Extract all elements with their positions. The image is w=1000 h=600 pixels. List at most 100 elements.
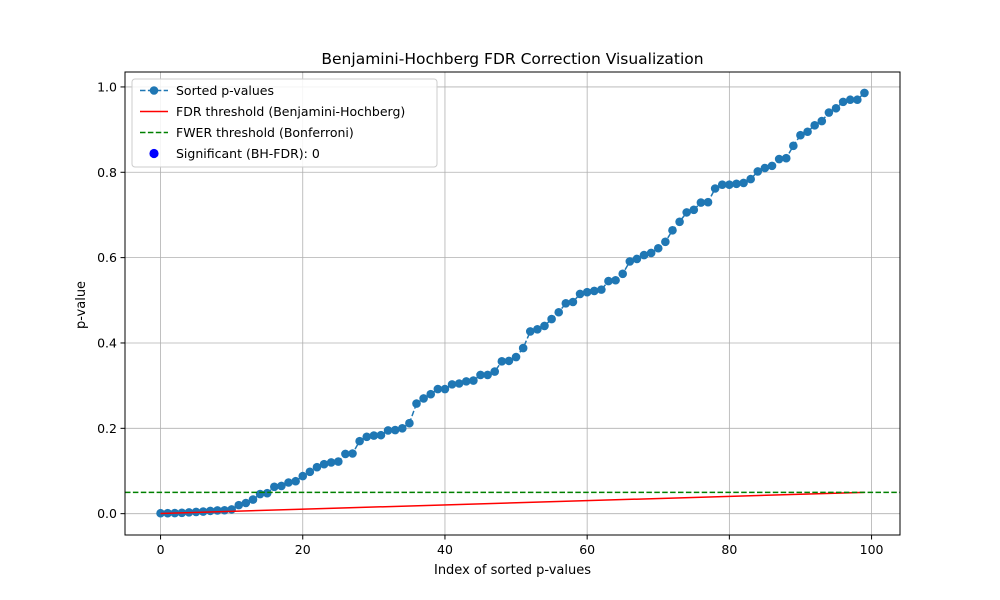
sorted-pvalue-point xyxy=(597,285,606,294)
sorted-pvalue-point xyxy=(305,467,315,477)
legend-box xyxy=(131,78,438,168)
sorted-pvalue-point xyxy=(810,121,819,130)
sorted-pvalue-point xyxy=(646,248,656,258)
sorted-pvalue-point xyxy=(298,471,308,481)
sorted-pvalue-point xyxy=(653,243,663,253)
sorted-pvalue-point xyxy=(348,449,357,458)
sorted-pvalue-point xyxy=(369,431,379,440)
x-tick-label: 20 xyxy=(295,542,311,557)
y-tick-label: 0.8 xyxy=(97,165,117,180)
sorted-pvalue-point xyxy=(547,314,556,324)
sorted-pvalue-point xyxy=(675,217,684,227)
sorted-pvalue-point xyxy=(625,257,635,266)
sorted-pvalue-point xyxy=(533,325,542,334)
sorted-pvalue-point xyxy=(796,130,805,140)
sorted-pvalue-point xyxy=(469,376,478,385)
sorted-pvalue-point xyxy=(632,254,642,264)
sorted-pvalue-point xyxy=(376,430,386,440)
sorted-pvalue-point xyxy=(817,116,827,126)
x-axis-label: Index of sorted p-values xyxy=(434,563,591,578)
sorted-pvalue-point xyxy=(682,208,691,217)
sorted-pvalue-point xyxy=(789,141,798,151)
sorted-pvalue-point xyxy=(767,161,777,171)
sorted-pvalue-point xyxy=(561,298,571,308)
sorted-pvalue-point xyxy=(426,389,436,399)
sorted-pvalue-point xyxy=(206,506,215,516)
sorted-pvalue-point xyxy=(341,449,350,459)
sorted-pvalue-point xyxy=(689,205,699,215)
sorted-pvalue-point xyxy=(319,459,329,469)
sorted-pvalue-point xyxy=(540,321,549,331)
legend-entry-label: FDR threshold (Benjamini-Hochberg) xyxy=(176,104,405,119)
sorted-pvalue-point xyxy=(618,269,628,279)
sorted-pvalue-point xyxy=(860,88,869,98)
sorted-pvalue-point xyxy=(604,276,613,286)
sorted-pvalue-point xyxy=(739,178,748,188)
y-tick-label: 1.0 xyxy=(97,79,117,94)
sorted-pvalue-point xyxy=(710,184,720,193)
x-tick-label: 60 xyxy=(579,542,595,557)
fdr-threshold-line xyxy=(160,491,865,515)
sorted-pvalue-point xyxy=(575,289,585,299)
sorted-pvalue-point xyxy=(568,297,578,307)
sorted-pvalue-point xyxy=(668,226,677,235)
sorted-pvalue-point xyxy=(490,367,500,376)
sorted-pvalue-point xyxy=(703,197,713,207)
sorted-pvalue-point xyxy=(725,180,734,189)
sorted-pvalue-point xyxy=(397,424,407,433)
sorted-pvalue-point xyxy=(248,495,258,504)
sorted-pvalue-point xyxy=(732,179,741,189)
x-tick-label: 100 xyxy=(860,542,884,557)
sorted-pvalue-point xyxy=(746,174,755,184)
legend-marker-significant xyxy=(149,148,159,159)
sorted-pvalue-point xyxy=(270,482,279,492)
sorted-pvalue-point xyxy=(483,370,492,380)
sorted-pvalue-point xyxy=(838,97,848,107)
plot-content xyxy=(125,88,900,518)
plot-area: 0 20 40 60 80 100 0.0 0.2 0.4 0.6 0.8 1.0 xyxy=(97,71,901,557)
sorted-pvalue-point xyxy=(589,286,599,296)
sorted-pvalue-point xyxy=(355,436,364,446)
sorted-pvalue-point xyxy=(554,307,564,317)
sorted-pvalue-point xyxy=(511,352,521,362)
sorted-pvalue-point xyxy=(291,476,300,486)
y-axis-label: p-value xyxy=(74,281,89,329)
sorted-pvalue-point xyxy=(454,379,464,388)
x-tick-label: 40 xyxy=(437,542,453,557)
sorted-pvalue-point xyxy=(447,380,457,389)
sorted-pvalue-point xyxy=(831,103,841,113)
sorted-pvalue-point xyxy=(262,488,272,498)
sorted-pvalue-point xyxy=(824,108,834,117)
sorted-pvalue-point xyxy=(504,356,514,366)
sorted-pvalue-point xyxy=(241,498,251,508)
sorted-pvalue-point xyxy=(582,287,592,297)
legend-marker-sorted-pvalues xyxy=(149,86,159,95)
sorted-pvalue-point xyxy=(383,426,393,435)
sorted-pvalue-point xyxy=(696,198,706,207)
sorted-pvalue-point xyxy=(518,343,528,353)
sorted-pvalue-point xyxy=(639,250,649,260)
sorted-pvalue-point xyxy=(405,418,414,428)
sorted-pvalue-point xyxy=(390,425,400,435)
sorted-pvalue-point xyxy=(497,357,507,366)
sorted-pvalue-point xyxy=(284,478,293,487)
y-tick-label: 0.2 xyxy=(97,421,117,436)
sorted-pvalue-point xyxy=(661,237,670,247)
sorted-pvalue-point xyxy=(433,384,443,394)
sorted-pvalue-point xyxy=(803,127,812,137)
sorted-pvalue-point xyxy=(853,95,862,105)
axes-frame xyxy=(124,71,901,536)
sorted-pvalue-point xyxy=(461,377,471,386)
chart-title: Benjamini-Hochberg FDR Correction Visual… xyxy=(321,50,703,68)
sorted-pvalue-point xyxy=(234,500,244,510)
sorted-pvalue-point xyxy=(312,462,322,472)
sorted-pvalue-point xyxy=(774,154,784,164)
sorted-pvalue-point xyxy=(213,506,222,515)
sorted-pvalue-point xyxy=(476,370,485,380)
y-tick-label: 0.6 xyxy=(97,250,117,265)
legend-entry-label: Significant (BH-FDR): 0 xyxy=(176,146,320,161)
sorted-pvalue-point xyxy=(220,505,229,515)
sorted-pvalue-point xyxy=(412,399,421,408)
x-tick-label: 0 xyxy=(157,542,165,557)
